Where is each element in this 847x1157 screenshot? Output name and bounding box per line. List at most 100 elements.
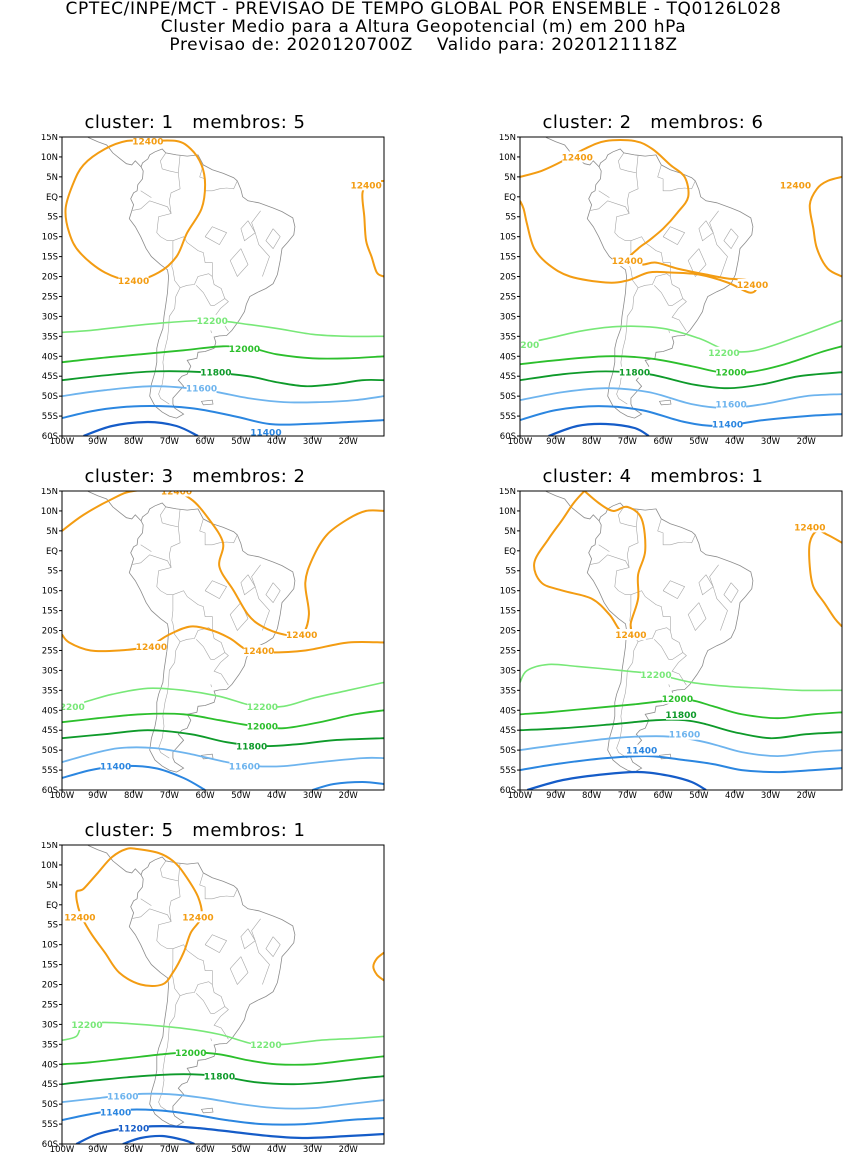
lon-tick-label: 80W (582, 437, 602, 446)
lat-tick-label: EQ (46, 547, 58, 557)
country-border (210, 684, 212, 688)
lat-tick-label: 30S (42, 312, 58, 322)
lat-tick-label: 10S (500, 587, 516, 597)
contour-12000 (62, 709, 384, 730)
lon-tick-label: 80W (124, 437, 144, 446)
falkland-islands (200, 399, 214, 406)
contour-label-bg (186, 382, 217, 394)
lat-tick-label: 35S (42, 332, 58, 342)
lat-tick-label: 40S (500, 706, 516, 716)
contour-label: 12000 (662, 695, 693, 705)
lon-tick-label: 100W (50, 437, 75, 446)
lon-tick-label: 100W (50, 1145, 75, 1154)
country-border (240, 574, 256, 596)
country-border (156, 172, 181, 241)
lon-tick-label: 40W (267, 791, 287, 800)
lat-tick-label: 20S (500, 273, 516, 283)
lon-tick-label: 70W (160, 437, 180, 446)
contour-label: 12200 (640, 671, 671, 681)
lon-tick-label: 90W (88, 791, 108, 800)
contour-11400 (520, 405, 842, 428)
lon-tick-label: 30W (761, 437, 781, 446)
country-border (158, 287, 181, 405)
contour-11200 (83, 420, 199, 436)
country-border (199, 164, 238, 192)
country-border (687, 248, 707, 278)
contour-label-bg (286, 629, 317, 641)
country-border (229, 248, 249, 278)
country-border (213, 1006, 229, 1040)
map-frame (61, 844, 385, 1145)
country-border (199, 518, 238, 546)
lat-tick-label: 15S (42, 607, 58, 617)
map-svg: 12400 12400 12200 12000 11800 11600 11400 15N 10… (499, 488, 843, 800)
lon-tick-label: 70W (618, 791, 638, 800)
lat-tick-label: 10S (42, 941, 58, 951)
contour-11800 (62, 729, 384, 748)
contour-label-bg (520, 338, 539, 350)
contour-label-bg (229, 342, 260, 354)
contour-11200 (526, 770, 707, 790)
map-plot-area: 12400 12400 12200 12000 11800 11600 11400 (520, 491, 842, 790)
contour-12000 (62, 345, 384, 364)
lat-tick-label: 50S (42, 392, 58, 402)
lat-tick-label: 30S (42, 666, 58, 676)
contour-label-bg (229, 760, 260, 772)
lon-tick-label: 60W (653, 437, 673, 446)
country-border (251, 918, 270, 985)
lat-tick-label: 5N (504, 173, 516, 183)
lat-tick-label: 15S (500, 253, 516, 263)
lon-tick-label: 60W (195, 1145, 215, 1154)
contour-label: 12400 (243, 647, 274, 657)
contour-label-bg (118, 1122, 149, 1134)
lat-tick-label: 40S (500, 352, 516, 362)
country-border (210, 1038, 212, 1042)
country-border (240, 220, 256, 242)
lat-tick-label: 5N (46, 173, 58, 183)
lat-tick-label: 10N (41, 861, 58, 871)
lat-tick-label: 60S (42, 432, 58, 442)
country-border (687, 602, 707, 632)
contour-label-bg (626, 744, 657, 756)
contour-label: 12400 (737, 281, 768, 291)
contour-label-bg (175, 1046, 206, 1058)
country-border (204, 580, 228, 600)
contour-label-bg (247, 720, 278, 732)
country-border (629, 236, 671, 289)
country-border (140, 898, 152, 906)
country-border (195, 276, 226, 306)
contour-label: 12200 (250, 1041, 281, 1051)
lat-tick-label: 35S (500, 686, 516, 696)
contour-label: 11800 (236, 743, 267, 753)
lon-tick-label: 50W (689, 791, 709, 800)
lat-tick-label: 15N (499, 134, 516, 143)
map-svg: 12400 12400 12200 12200 12000 11800 11600 11400… (41, 842, 385, 1154)
country-border (199, 872, 238, 900)
lat-tick-label: 10S (42, 587, 58, 597)
lat-tick-label: 5N (46, 527, 58, 537)
lat-tick-label: 5N (504, 527, 516, 537)
lon-tick-label: 20W (339, 1145, 359, 1154)
country-border (618, 152, 639, 174)
contour-12200 (62, 319, 384, 338)
coastline (586, 502, 754, 773)
contour-label: 11400 (250, 429, 281, 439)
lat-tick-label: 45S (500, 372, 516, 382)
contour-label: 12400 (615, 631, 646, 641)
contour-label: 11800 (619, 369, 650, 379)
lat-tick-label: 50S (500, 746, 516, 756)
lat-tick-label: 45S (42, 1080, 58, 1090)
country-border (698, 220, 714, 242)
lon-tick-label: 30W (761, 791, 781, 800)
contour-label-bg (669, 728, 700, 740)
country-border (156, 526, 181, 595)
country-border (590, 200, 630, 214)
contour-12200 (62, 1021, 384, 1047)
contour-label-bg (250, 426, 281, 436)
lat-tick-label: 10S (42, 233, 58, 243)
contour-label: 11600 (186, 385, 217, 395)
coastline (128, 856, 296, 1127)
contour-label-bg (243, 644, 274, 656)
country-border (204, 934, 228, 954)
lon-tick-label: 90W (546, 791, 566, 800)
